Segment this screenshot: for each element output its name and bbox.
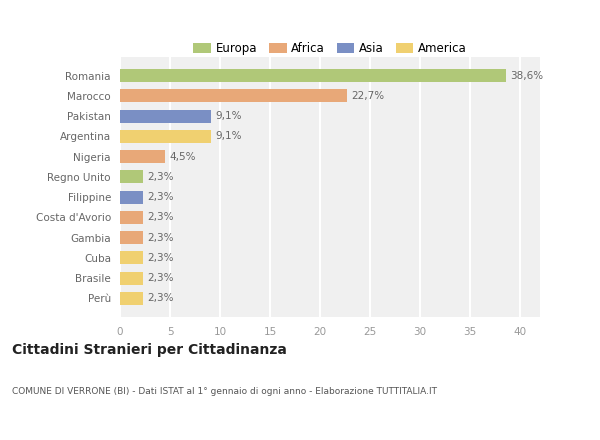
Text: 2,3%: 2,3% — [147, 293, 173, 304]
Text: 4,5%: 4,5% — [169, 152, 196, 161]
Text: 9,1%: 9,1% — [215, 111, 241, 121]
Bar — [120, 191, 143, 204]
Text: 2,3%: 2,3% — [147, 192, 173, 202]
Bar — [120, 130, 211, 143]
Text: 38,6%: 38,6% — [510, 70, 543, 81]
Bar — [120, 150, 165, 163]
Bar — [120, 110, 211, 123]
Text: 2,3%: 2,3% — [147, 213, 173, 222]
Text: 2,3%: 2,3% — [147, 233, 173, 242]
Text: Cittadini Stranieri per Cittadinanza: Cittadini Stranieri per Cittadinanza — [12, 343, 287, 357]
Bar — [120, 89, 347, 103]
Bar — [120, 292, 143, 305]
Bar — [120, 211, 143, 224]
Text: 9,1%: 9,1% — [215, 132, 241, 141]
Bar — [120, 251, 143, 264]
Text: 2,3%: 2,3% — [147, 172, 173, 182]
Text: 2,3%: 2,3% — [147, 273, 173, 283]
Bar — [120, 69, 506, 82]
Text: 22,7%: 22,7% — [351, 91, 384, 101]
Bar — [120, 170, 143, 183]
Bar — [120, 231, 143, 244]
Bar — [120, 271, 143, 285]
Legend: Europa, Africa, Asia, America: Europa, Africa, Asia, America — [188, 37, 472, 59]
Text: 2,3%: 2,3% — [147, 253, 173, 263]
Text: COMUNE DI VERRONE (BI) - Dati ISTAT al 1° gennaio di ogni anno - Elaborazione TU: COMUNE DI VERRONE (BI) - Dati ISTAT al 1… — [12, 387, 437, 396]
